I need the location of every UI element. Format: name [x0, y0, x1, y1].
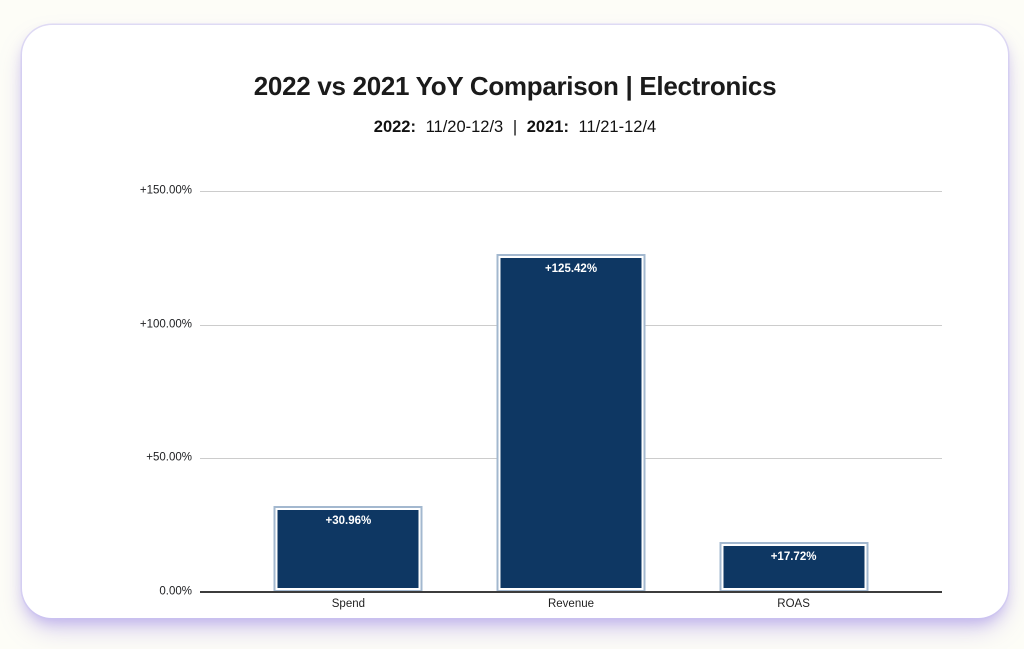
subtitle-2021-range: 11/21-12/4 [578, 118, 657, 136]
plot-area: +30.96% Spend +125.42% Revenue +17.72% ROAS [200, 191, 942, 610]
subtitle-2022-label: 2022: [373, 118, 416, 136]
y-tick-label: +150.00% [139, 184, 192, 197]
bar-roas: +17.72% [719, 542, 869, 592]
chart-subtitle: 2022: 11/20-12/3 | 2021: 11/21-12/4 [22, 117, 1008, 137]
bar-value-label: +30.96% [325, 515, 372, 527]
chart-title: 2022 vs 2021 YoY Comparison | Electronic… [253, 71, 777, 101]
gridline [200, 191, 942, 192]
y-tick-label: 0.00% [159, 585, 192, 598]
x-axis-label-roas: ROAS [777, 598, 810, 610]
x-axis-line [200, 591, 942, 593]
y-axis-labels: 0.00% +50.00% +100.00% +150.00% [22, 185, 192, 598]
bar-spend: +30.96% [273, 506, 423, 592]
subtitle-separator: | [512, 118, 518, 136]
subtitle-2022-range: 11/20-12/3 [425, 118, 504, 136]
y-tick-label: +50.00% [146, 451, 192, 464]
subtitle-2021-label: 2021: [526, 118, 569, 136]
bar-value-label: +17.72% [770, 551, 817, 563]
bar-value-label: +125.42% [544, 263, 598, 275]
chart-card: 2022 vs 2021 YoY Comparison | Electronic… [22, 25, 1008, 618]
x-axis-label-revenue: Revenue [547, 598, 595, 610]
y-tick-label: +100.00% [139, 318, 192, 331]
chart-header: 2022 vs 2021 YoY Comparison | Electronic… [22, 25, 1008, 137]
x-axis-label-spend: Spend [331, 598, 366, 610]
bar-revenue: +125.42% [496, 254, 646, 592]
